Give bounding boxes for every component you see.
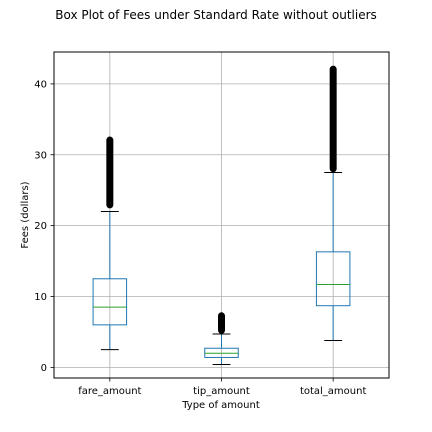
x-tick-label-tip-amount: tip_amount xyxy=(193,386,250,397)
y-tick-label: 0 xyxy=(41,363,47,374)
chart-title: Box Plot of Fees under Standard Rate wit… xyxy=(55,8,377,22)
y-tick-label: 10 xyxy=(34,292,47,303)
box-group-fare-amount xyxy=(92,136,128,351)
box-group-total-amount xyxy=(315,65,351,341)
y-tick-label: 30 xyxy=(34,150,47,161)
iqr-box xyxy=(92,278,128,326)
outlier-markers xyxy=(329,65,337,173)
box-group-tip-amount xyxy=(204,312,239,366)
y-tick-label: 40 xyxy=(34,79,47,90)
y-axis-label: Fees (dollars) xyxy=(20,181,31,248)
x-tick-label-fare-amount: fare_amount xyxy=(78,386,141,397)
tick-layer: 0 10 20 30 40 fare_amount tip_amount total_amou… xyxy=(34,79,366,397)
y-tick-label: 20 xyxy=(34,221,47,232)
x-axis-label: Type of amount xyxy=(181,400,260,411)
iqr-box xyxy=(315,251,351,307)
outlier-markers xyxy=(218,312,225,334)
outlier-markers xyxy=(106,136,114,209)
box-layer xyxy=(92,65,351,366)
x-tick-label-total-amount: total_amount xyxy=(300,386,367,397)
